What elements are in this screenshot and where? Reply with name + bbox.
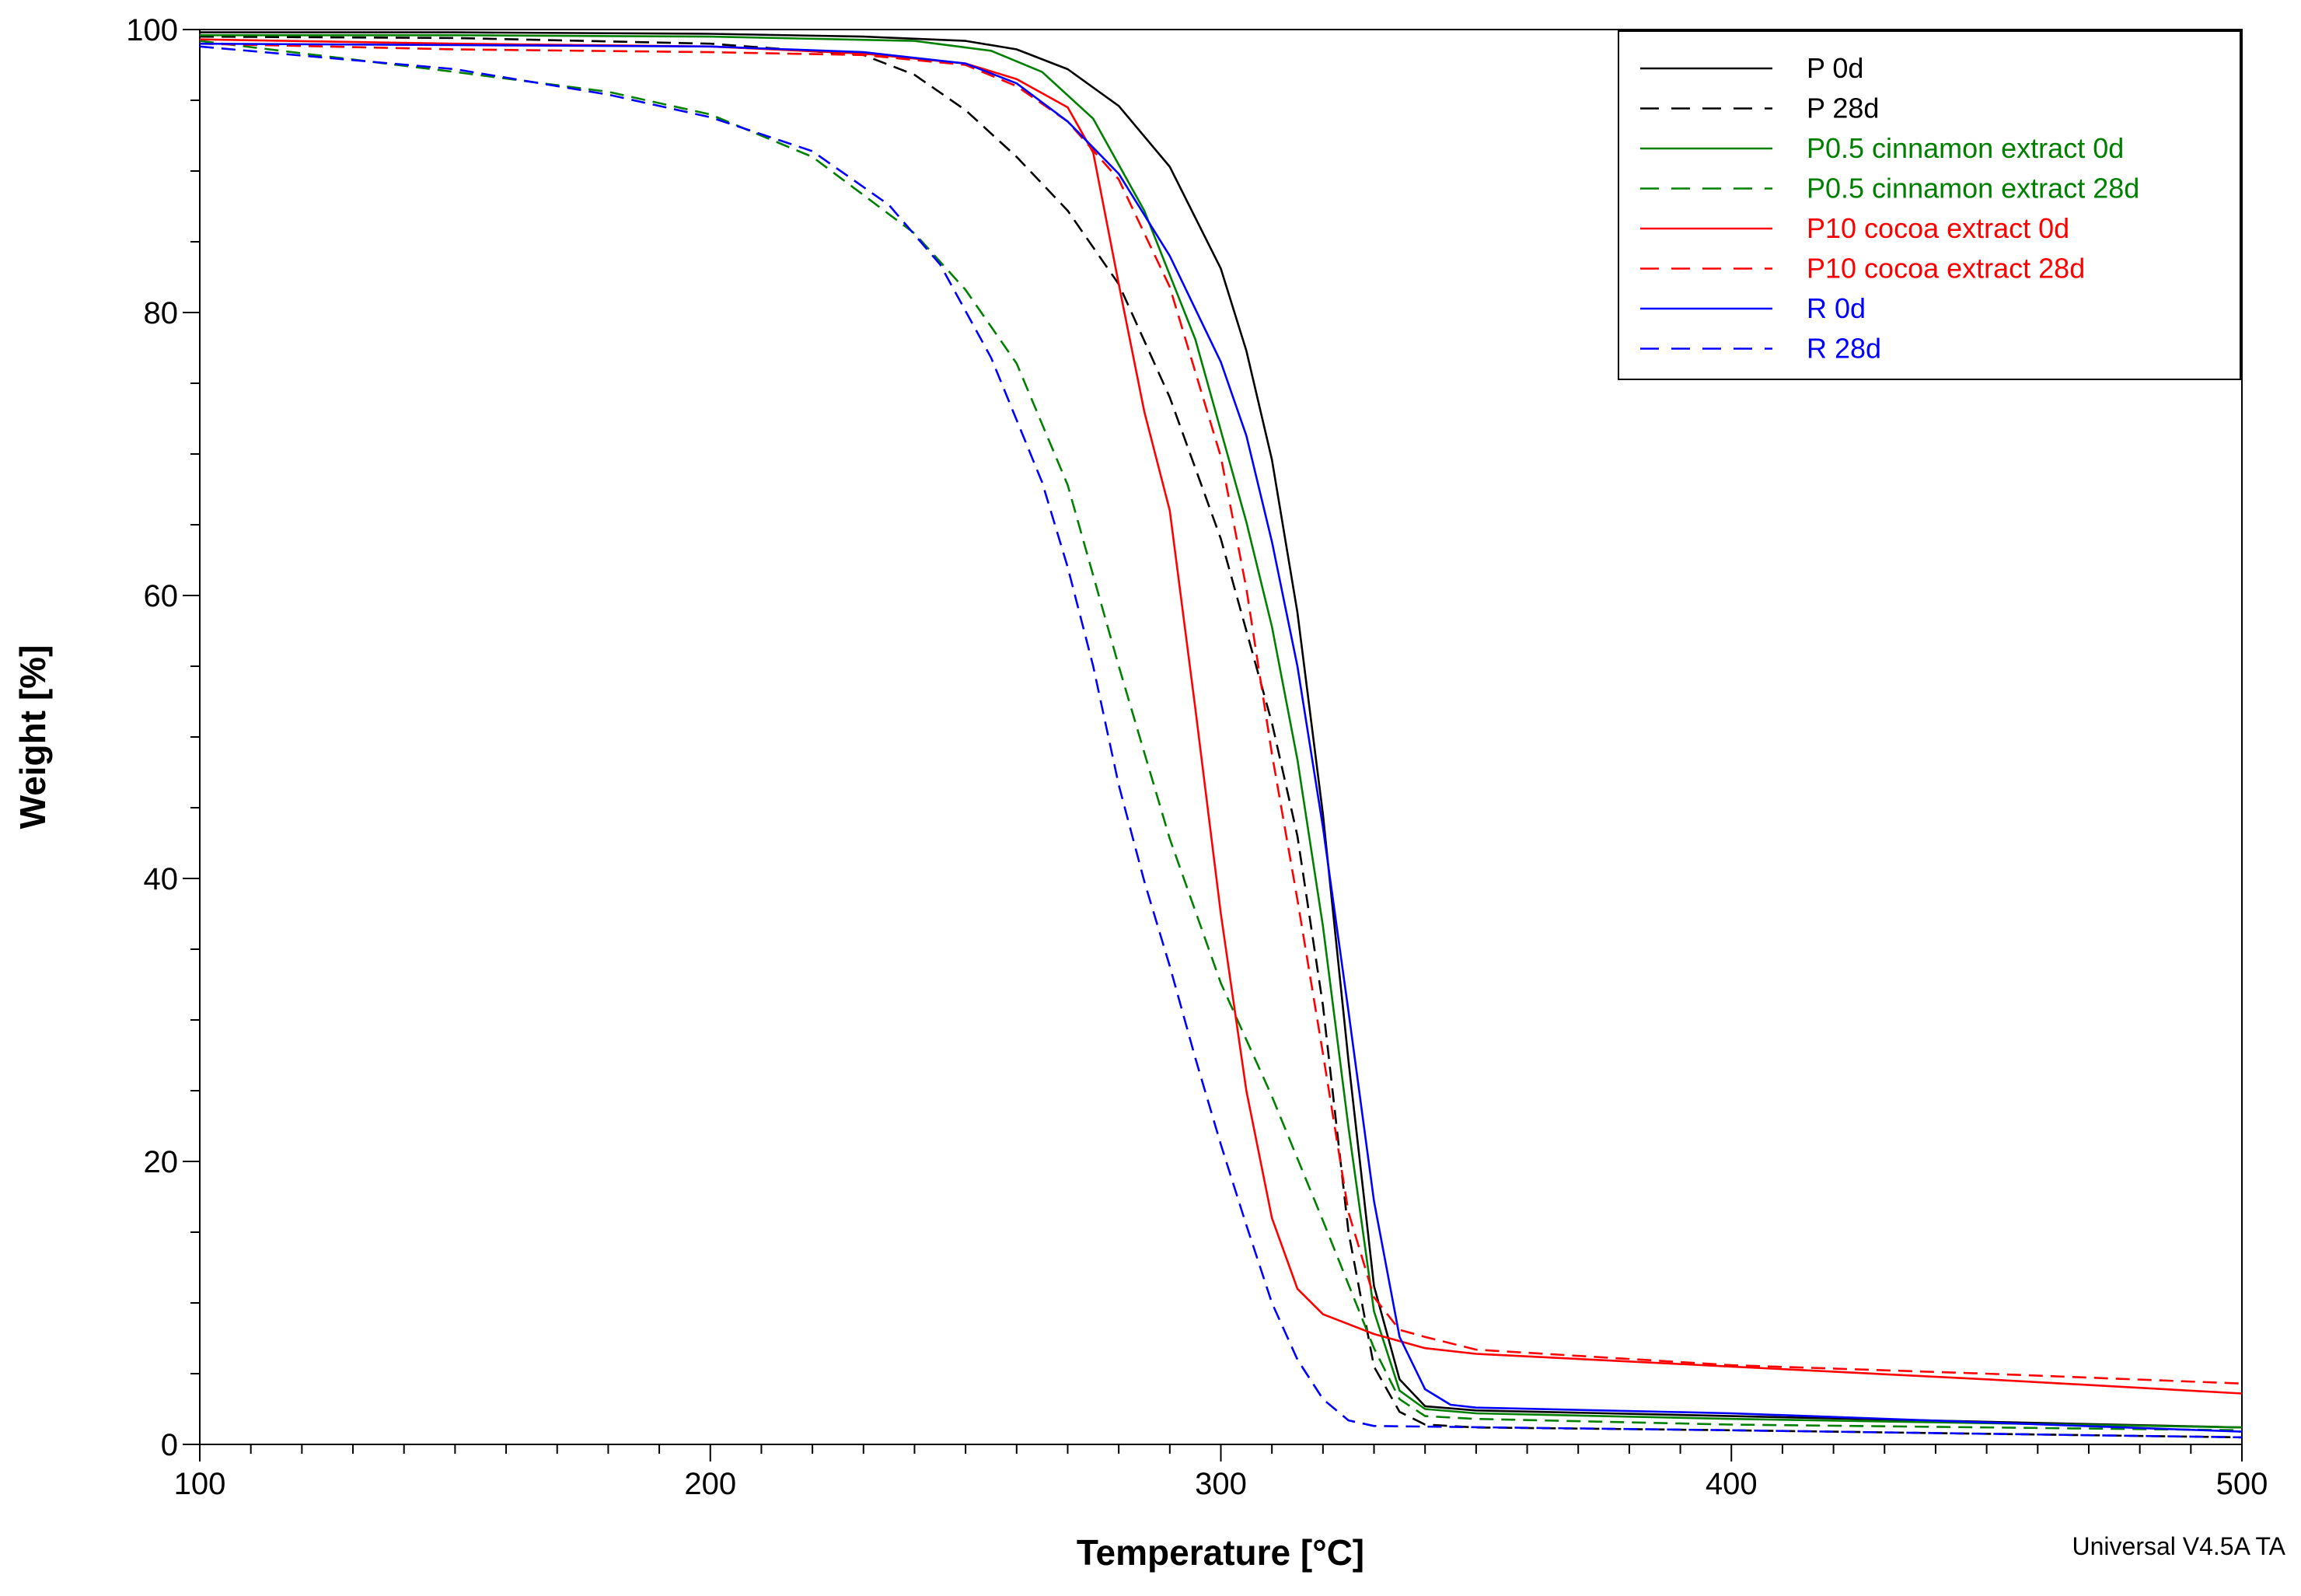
series-line [200, 31, 2243, 1429]
series-line [199, 35, 2243, 1439]
legend-label: P10 cocoa extract 28d [1807, 253, 2085, 285]
y-tick-label: 100 [126, 13, 178, 47]
series-layer [199, 31, 2243, 1439]
legend-label: P 0d [1807, 52, 1863, 84]
x-axis-label: Temperature [°C] [1077, 1532, 1364, 1573]
series-line [200, 33, 2243, 1429]
x-tick-label: 200 [684, 1467, 736, 1501]
legend-label: R 28d [1807, 333, 1881, 365]
legend-label: P10 cocoa extract 0d [1807, 212, 2069, 244]
y-tick-label: 40 [144, 862, 179, 896]
software-footer: Universal V4.5A TA [2072, 1532, 2286, 1560]
legend-label: R 0d [1807, 292, 1866, 324]
x-tick-label: 400 [1706, 1467, 1758, 1501]
y-tick-label: 20 [144, 1145, 179, 1179]
y-axis-ticks: 0 20 40 60 80 100 [126, 13, 200, 1462]
series-line [199, 42, 2243, 1433]
y-tick-label: 60 [144, 579, 179, 613]
x-tick-label: 100 [174, 1467, 226, 1501]
series-line [199, 42, 2243, 1385]
y-tick-label: 80 [144, 296, 179, 330]
y-axis-label: Weight [%] [12, 645, 53, 829]
x-tick-label: 300 [1195, 1467, 1247, 1501]
x-axis-ticks: 100 200 300 400 500 [174, 1444, 2268, 1501]
legend-label: P0.5 cinnamon extract 0d [1807, 132, 2124, 164]
y-tick-label: 0 [161, 1428, 178, 1462]
series-line [199, 45, 2243, 1439]
legend-label: P0.5 cinnamon extract 28d [1807, 173, 2139, 204]
legend-label: P 28d [1807, 93, 1879, 124]
series-line [199, 40, 2243, 1432]
legend: P 0d P 28d P0.5 cinnamon extract 0d P0.5 ci… [1618, 30, 2241, 380]
x-tick-label: 500 [2216, 1467, 2268, 1501]
legend-box [1618, 30, 2241, 380]
